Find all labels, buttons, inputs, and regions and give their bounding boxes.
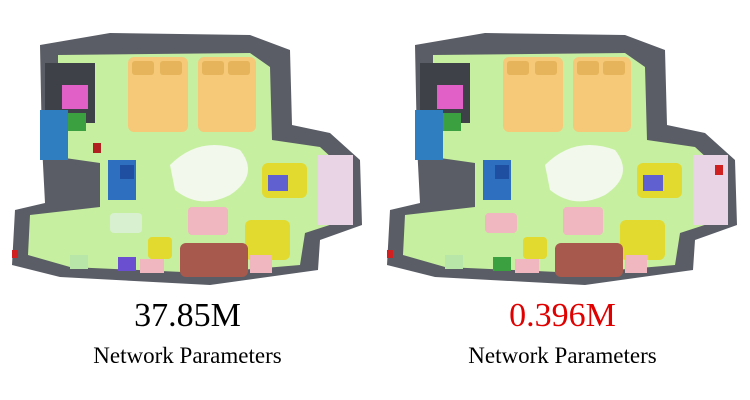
parameter-count-value: 37.85M (134, 297, 241, 334)
comparison-panel-right: 0.396M Network Parameters (375, 0, 750, 400)
parameter-caption: Network Parameters (93, 343, 282, 368)
room-mesh (12, 33, 362, 285)
parameter-count-value-highlighted: 0.396M (509, 297, 616, 334)
parameter-caption: Network Parameters (468, 343, 657, 368)
room-reconstruction-image (12, 33, 362, 285)
room-reconstruction-image (387, 33, 737, 285)
room-mesh (387, 33, 737, 285)
comparison-panel-left: 37.85M Network Parameters (12, 33, 362, 368)
